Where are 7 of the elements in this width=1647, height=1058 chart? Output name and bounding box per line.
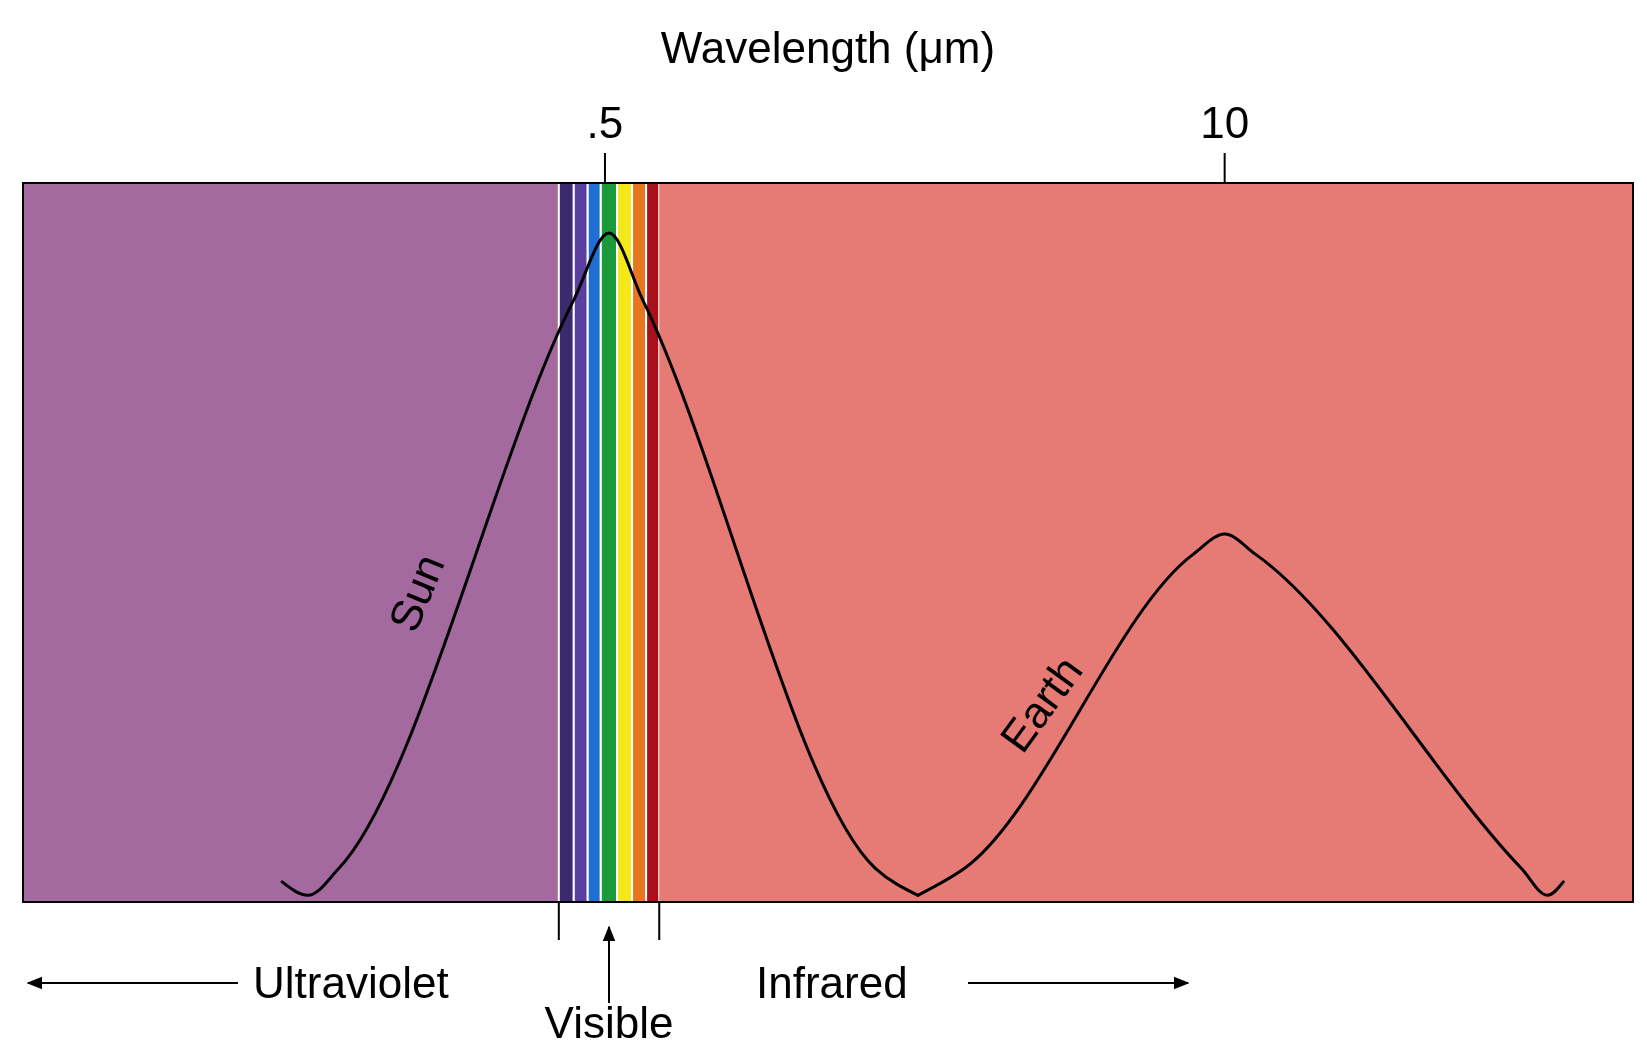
text: Infrared: [756, 958, 908, 1007]
text: Ultraviolet: [253, 958, 449, 1007]
text: Visible: [544, 998, 674, 1047]
text: Sun: [378, 547, 454, 639]
x-tick-label: 10: [1200, 98, 1250, 147]
x-axis-title: Wavelength (μm): [660, 23, 996, 72]
x-tick-label: .5: [586, 98, 624, 147]
